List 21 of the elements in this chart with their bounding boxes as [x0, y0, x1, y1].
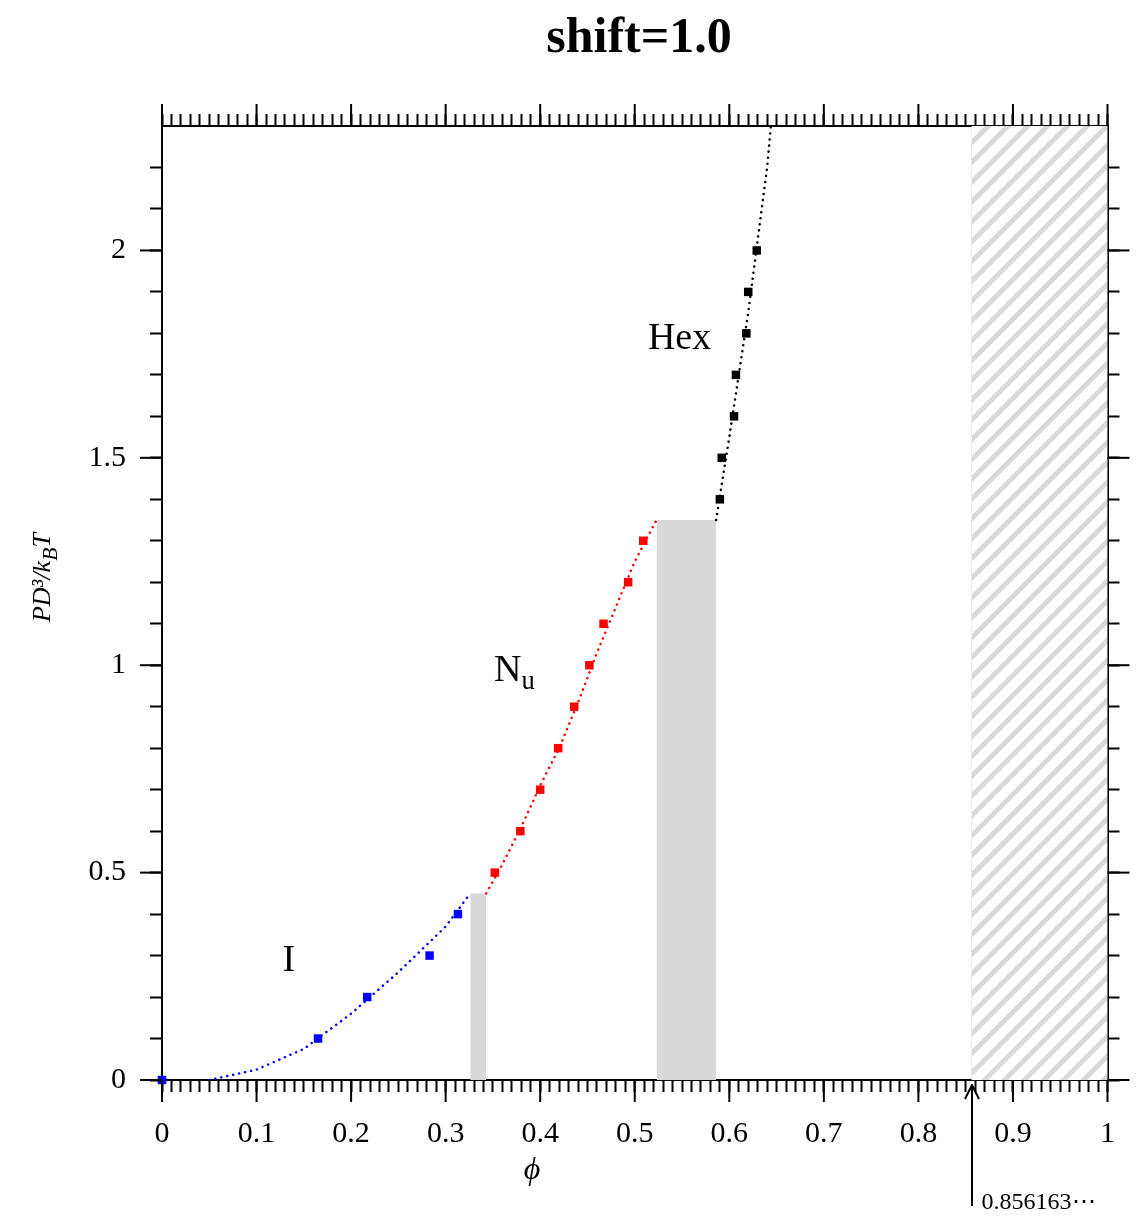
x-tick-label: 0.1 — [237, 1114, 276, 1148]
y-tick-label: 2 — [111, 231, 126, 265]
annotation: Hex — [647, 314, 712, 357]
x-tick-label: 0.9 — [994, 1114, 1032, 1148]
x-tick-label: 0.4 — [521, 1114, 559, 1148]
y-tick-label: 0 — [111, 1060, 126, 1094]
x-tick-label: 1 — [1100, 1114, 1115, 1148]
x-tick-label: 0.8 — [899, 1114, 938, 1148]
band-label: 0.856163⋯ — [981, 1188, 1096, 1215]
x-axis-title: ϕ — [522, 1150, 542, 1187]
y-tick-label: 1 — [111, 646, 126, 680]
y-tick-label: 1.5 — [88, 438, 126, 472]
annotation: I — [282, 937, 296, 980]
chart-title: shift=1.0 — [545, 6, 733, 64]
x-tick-label: 0 — [154, 1114, 170, 1148]
x-tick-label: 0.5 — [616, 1114, 654, 1148]
x-tick-label: 0.2 — [332, 1114, 370, 1148]
x-tick-label: 0.6 — [710, 1114, 749, 1148]
y-tick-label: 0.5 — [88, 853, 126, 887]
x-tick-label: 0.3 — [426, 1114, 465, 1148]
x-tick-label: 0.7 — [805, 1114, 843, 1148]
